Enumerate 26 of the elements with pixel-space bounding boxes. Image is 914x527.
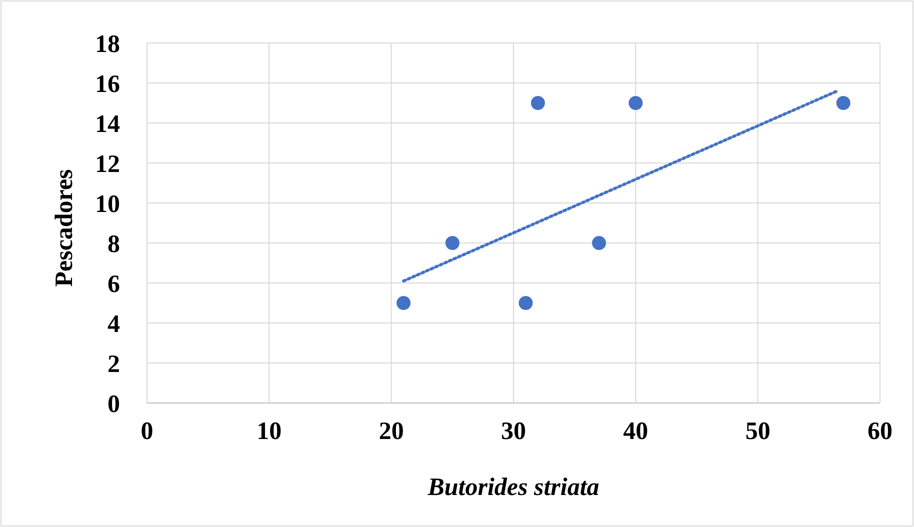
y-tick-label: 10: [95, 191, 120, 218]
y-tick-label: 12: [95, 151, 120, 178]
x-tick-label: 30: [501, 418, 526, 445]
x-tick-label: 40: [623, 418, 648, 445]
point: [518, 296, 533, 310]
point: [592, 236, 606, 250]
x-tick-label: 20: [378, 418, 404, 445]
point: [628, 96, 643, 110]
x-tick-label: 0: [140, 418, 154, 445]
y-tick-label: 8: [108, 231, 120, 258]
y-tick-label: 2: [108, 351, 120, 378]
point: [396, 296, 411, 310]
y-axis-title: Pescadores: [51, 168, 78, 287]
x-tick-label: 10: [256, 418, 282, 445]
y-tick-label: 4: [108, 311, 120, 338]
x-tick-label: 60: [868, 418, 892, 445]
y-tick-label: 16: [95, 71, 120, 98]
x-tick-label: 50: [745, 418, 770, 445]
y-tick-label: 14: [95, 111, 120, 138]
x-axis-title: Butorides striata: [426, 474, 600, 501]
point: [445, 236, 460, 250]
y-tick-label: 6: [108, 271, 120, 298]
y-tick-label: 18: [95, 31, 120, 58]
y-tick-label: 0: [108, 391, 120, 418]
point: [836, 96, 850, 110]
point: [530, 96, 545, 110]
